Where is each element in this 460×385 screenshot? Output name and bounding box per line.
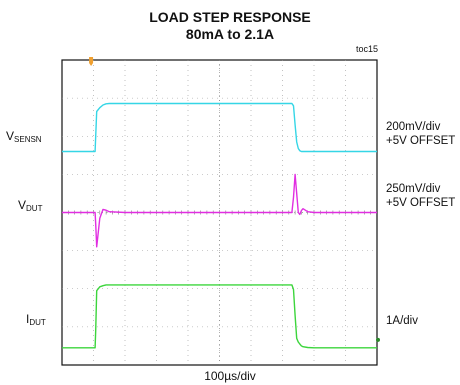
figure-tag: toc15 <box>356 44 379 54</box>
idut-scale-block: 1A/div <box>386 314 418 328</box>
vdut-offset: +5V OFFSET <box>386 197 456 209</box>
channel-ground-marker <box>376 337 380 342</box>
traces <box>62 102 377 349</box>
idut-scale: 1A/div <box>386 315 418 327</box>
markers <box>89 57 380 342</box>
vsensn-scale-block: 200mV/div +5V OFFSET <box>386 120 455 148</box>
vsensn-scale: 200mV/div <box>386 121 441 133</box>
vdut-scale-block: 250mV/div +5V OFFSET <box>386 182 455 210</box>
trigger-marker <box>89 57 94 66</box>
trace-v-sensn <box>62 102 377 153</box>
vsensn-label: VSENSN <box>6 129 42 144</box>
vdut-label: VDUT <box>18 198 43 213</box>
trace-i-dut <box>62 284 377 349</box>
x-axis-label: 100µs/div <box>204 369 256 383</box>
vdut-scale: 250mV/div <box>386 183 441 195</box>
chart-title: LOAD STEP RESPONSE <box>149 9 311 25</box>
trace-v-dut <box>62 173 377 248</box>
chart-subtitle: 80mA to 2.1A <box>185 26 275 42</box>
idut-label: IDUT <box>26 312 46 327</box>
vsensn-offset: +5V OFFSET <box>386 135 456 147</box>
